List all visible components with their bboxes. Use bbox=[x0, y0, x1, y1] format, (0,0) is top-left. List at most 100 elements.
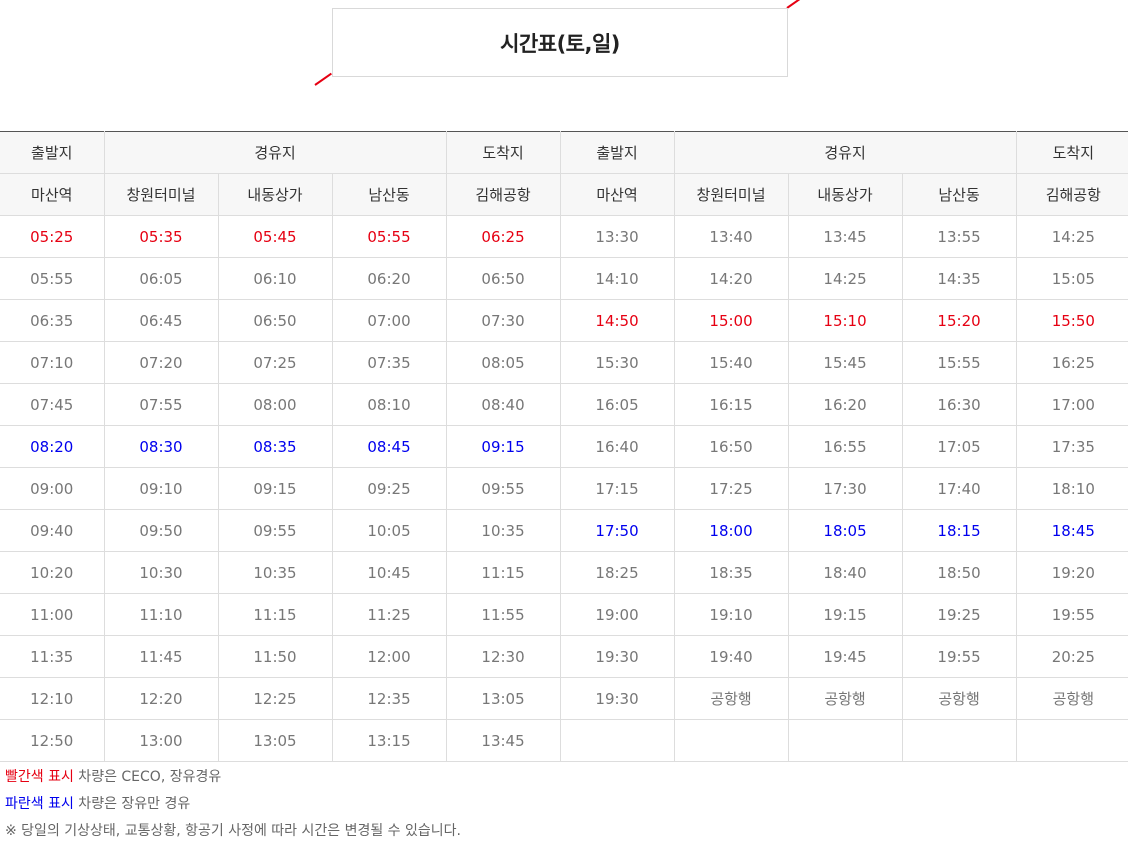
time-cell: 19:30 bbox=[560, 677, 675, 720]
time-cell: 08:05 bbox=[446, 341, 561, 384]
accent-line-top bbox=[786, 0, 804, 9]
time-cell: 09:15 bbox=[218, 467, 333, 510]
time-cell: 13:30 bbox=[560, 215, 675, 258]
time-cell: 15:30 bbox=[560, 341, 675, 384]
time-cell bbox=[1016, 719, 1128, 762]
stop-header: 마산역 bbox=[560, 173, 675, 216]
time-cell: 08:10 bbox=[332, 383, 447, 426]
table-row: 12:10 12:20 12:25 12:35 13:05 19:30 공항행 공항행 공항행 공… bbox=[0, 677, 1128, 720]
time-cell: 06:50 bbox=[446, 257, 561, 300]
time-cell bbox=[560, 719, 675, 762]
time-cell: 06:05 bbox=[104, 257, 219, 300]
header-arrival-right: 도착지 bbox=[1016, 131, 1128, 174]
time-cell: 12:00 bbox=[332, 635, 447, 678]
time-cell: 11:15 bbox=[218, 593, 333, 636]
table-row: 12:50 13:00 13:05 13:15 13:45 bbox=[0, 719, 1128, 762]
time-cell: 12:25 bbox=[218, 677, 333, 720]
time-cell: 07:55 bbox=[104, 383, 219, 426]
note-red: 빨간색 표시 차량은 CECO, 장유경유 bbox=[5, 764, 461, 791]
table-row: 09:40 09:50 09:55 10:05 10:35 17:50 18:00 18:05… bbox=[0, 509, 1128, 552]
time-cell: 14:35 bbox=[902, 257, 1017, 300]
timetable: 출발지 경유지 도착지 출발지 경유지 도착지 마산역 창원터미널 내동상가 남… bbox=[0, 131, 1128, 762]
time-cell: 17:50 bbox=[560, 509, 675, 552]
time-cell: 09:55 bbox=[446, 467, 561, 510]
note-blue: 파란색 표시 차량은 장유만 경유 bbox=[5, 791, 461, 818]
time-cell: 13:05 bbox=[218, 719, 333, 762]
time-cell: 19:25 bbox=[902, 593, 1017, 636]
time-cell: 12:10 bbox=[0, 677, 105, 720]
time-cell: 07:35 bbox=[332, 341, 447, 384]
table-row: 07:10 07:20 07:25 07:35 08:05 15:30 15:40 15:45… bbox=[0, 341, 1128, 384]
time-cell: 14:10 bbox=[560, 257, 675, 300]
time-cell: 11:50 bbox=[218, 635, 333, 678]
time-cell: 17:25 bbox=[674, 467, 789, 510]
time-cell: 08:00 bbox=[218, 383, 333, 426]
time-cell: 05:55 bbox=[332, 215, 447, 258]
time-cell: 11:15 bbox=[446, 551, 561, 594]
time-cell: 19:55 bbox=[1016, 593, 1128, 636]
stop-header: 창원터미널 bbox=[104, 173, 219, 216]
time-cell: 17:35 bbox=[1016, 425, 1128, 468]
header-departure-left: 출발지 bbox=[0, 131, 105, 174]
notes: 빨간색 표시 차량은 CECO, 장유경유 파란색 표시 차량은 장유만 경유 … bbox=[5, 764, 461, 845]
time-cell: 12:50 bbox=[0, 719, 105, 762]
page-title: 시간표(토,일) bbox=[500, 31, 620, 56]
time-cell: 15:20 bbox=[902, 299, 1017, 342]
time-cell: 15:00 bbox=[674, 299, 789, 342]
time-cell: 19:00 bbox=[560, 593, 675, 636]
time-cell: 18:40 bbox=[788, 551, 903, 594]
time-cell: 06:50 bbox=[218, 299, 333, 342]
time-cell: 18:10 bbox=[1016, 467, 1128, 510]
time-cell: 20:25 bbox=[1016, 635, 1128, 678]
time-cell: 09:55 bbox=[218, 509, 333, 552]
time-cell: 공항행 bbox=[1016, 677, 1128, 720]
stop-header: 창원터미널 bbox=[674, 173, 789, 216]
time-cell: 15:45 bbox=[788, 341, 903, 384]
time-cell: 18:00 bbox=[674, 509, 789, 552]
time-cell: 18:50 bbox=[902, 551, 1017, 594]
time-cell: 05:55 bbox=[0, 257, 105, 300]
time-cell bbox=[674, 719, 789, 762]
time-cell: 13:55 bbox=[902, 215, 1017, 258]
time-cell: 15:05 bbox=[1016, 257, 1128, 300]
time-cell: 15:40 bbox=[674, 341, 789, 384]
time-cell: 19:30 bbox=[560, 635, 675, 678]
stop-header: 남산동 bbox=[332, 173, 447, 216]
accent-line-bottom bbox=[314, 72, 332, 86]
time-cell: 05:35 bbox=[104, 215, 219, 258]
time-cell: 08:45 bbox=[332, 425, 447, 468]
stop-header: 내동상가 bbox=[788, 173, 903, 216]
time-cell: 11:45 bbox=[104, 635, 219, 678]
time-cell: 14:20 bbox=[674, 257, 789, 300]
time-cell: 13:00 bbox=[104, 719, 219, 762]
table-row: 11:00 11:10 11:15 11:25 11:55 19:00 19:10 19:15… bbox=[0, 593, 1128, 636]
time-cell: 11:00 bbox=[0, 593, 105, 636]
note-red-text: 차량은 CECO, 장유경유 bbox=[73, 769, 222, 785]
header-row-groups: 출발지 경유지 도착지 출발지 경유지 도착지 bbox=[0, 131, 1128, 174]
header-via-left: 경유지 bbox=[104, 131, 447, 174]
time-cell: 05:25 bbox=[0, 215, 105, 258]
timetable-body: 05:25 05:35 05:45 05:55 06:25 13:30 13:40 13:45… bbox=[0, 215, 1128, 762]
time-cell: 06:10 bbox=[218, 257, 333, 300]
note-disclaimer: ※ 당일의 기상상태, 교통상황, 항공기 사정에 따라 시간은 변경될 수 있… bbox=[5, 818, 461, 845]
note-red-highlight: 빨간색 표시 bbox=[5, 769, 74, 785]
table-row: 08:20 08:30 08:35 08:45 09:15 16:40 16:50 16:55… bbox=[0, 425, 1128, 468]
time-cell: 19:45 bbox=[788, 635, 903, 678]
table-row: 09:00 09:10 09:15 09:25 09:55 17:15 17:25 17:30… bbox=[0, 467, 1128, 510]
note-blue-text: 차량은 장유만 경유 bbox=[73, 796, 191, 812]
title-area: 시간표(토,일) bbox=[0, 0, 1128, 90]
time-cell: 16:40 bbox=[560, 425, 675, 468]
table-row: 07:45 07:55 08:00 08:10 08:40 16:05 16:15 16:20… bbox=[0, 383, 1128, 426]
time-cell: 08:40 bbox=[446, 383, 561, 426]
stop-header: 김해공항 bbox=[1016, 173, 1128, 216]
time-cell: 19:40 bbox=[674, 635, 789, 678]
time-cell: 16:20 bbox=[788, 383, 903, 426]
time-cell: 18:15 bbox=[902, 509, 1017, 552]
time-cell: 10:05 bbox=[332, 509, 447, 552]
time-cell: 10:20 bbox=[0, 551, 105, 594]
time-cell: 05:45 bbox=[218, 215, 333, 258]
table-row: 06:35 06:45 06:50 07:00 07:30 14:50 15:00 15:10… bbox=[0, 299, 1128, 342]
time-cell: 13:45 bbox=[446, 719, 561, 762]
time-cell: 09:50 bbox=[104, 509, 219, 552]
time-cell: 07:25 bbox=[218, 341, 333, 384]
